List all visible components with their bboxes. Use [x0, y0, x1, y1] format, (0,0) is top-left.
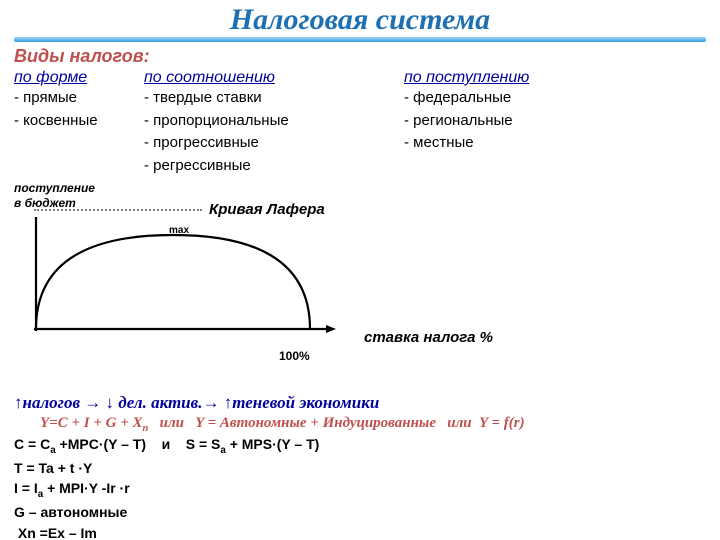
cell: - твердые ставки	[144, 87, 404, 110]
x-axis-label: ставка налога %	[364, 329, 493, 346]
laffer-curve	[36, 235, 310, 329]
subheading: Виды налогов:	[14, 46, 706, 67]
tax-row: - прямые - твердые ставки - федеральные	[14, 87, 706, 110]
laffer-chart	[18, 217, 338, 339]
implication-line: ↑налогов → ↓ дел. актив.→ ↑теневой эконо…	[14, 393, 706, 413]
cell: - пропорциональные	[144, 110, 404, 133]
equation-line: I = Ia + MPI·Y -Ir ·r	[14, 478, 706, 502]
col-head-receipt: по поступлению	[404, 69, 529, 87]
tax-row: - косвенные - пропорциональные - региона…	[14, 110, 706, 133]
column-headers: по форме по соотношению по поступлению	[14, 69, 706, 87]
slide: Налоговая система Виды налогов: по форме…	[0, 0, 720, 540]
col-head-ratio: по соотношению	[144, 69, 404, 87]
cell	[14, 155, 144, 178]
tax-row: - прогрессивные - местные	[14, 132, 706, 155]
y-formula: Y=C + I + G + Xn или Y = Автономные + Ин…	[40, 415, 706, 434]
cell	[14, 132, 144, 155]
slide-title: Налоговая система	[230, 3, 490, 37]
title-underline	[14, 37, 706, 42]
arrow-icon	[326, 325, 336, 333]
cell: - прямые	[14, 87, 144, 110]
tax-row: - регрессивные	[14, 155, 706, 178]
title-band: Налоговая система	[14, 0, 706, 40]
cell: - региональные	[404, 110, 513, 133]
tax-rows: - прямые - твердые ставки - федеральные …	[14, 87, 706, 177]
cell: - регрессивные	[144, 155, 404, 178]
cell: - косвенные	[14, 110, 144, 133]
equation-line: G – автономные	[14, 502, 706, 522]
bottom-block: ↑налогов → ↓ дел. актив.→ ↑теневой эконо…	[14, 393, 706, 540]
text: в бюджет	[14, 196, 76, 210]
text: поступление	[14, 181, 95, 195]
equation-line: C = Ca +MPC·(Y – T) и S = Sa + MPS·(Y – …	[14, 434, 706, 458]
equation-line: Xn =Ex – Im	[14, 523, 706, 540]
col-head-form: по форме	[14, 69, 144, 87]
cell: - федеральные	[404, 87, 511, 110]
max-guideline	[34, 209, 202, 211]
y-axis-label: поступление в бюджет	[14, 181, 706, 211]
cell: - прогрессивные	[144, 132, 404, 155]
curve-name: Кривая Лафера	[209, 201, 325, 218]
equation-line: T = Ta + t ·Y	[14, 458, 706, 478]
laffer-section: поступление в бюджет Кривая Лафера max с…	[14, 181, 706, 211]
cell: - местные	[404, 132, 474, 155]
hundred-label: 100%	[279, 349, 310, 363]
